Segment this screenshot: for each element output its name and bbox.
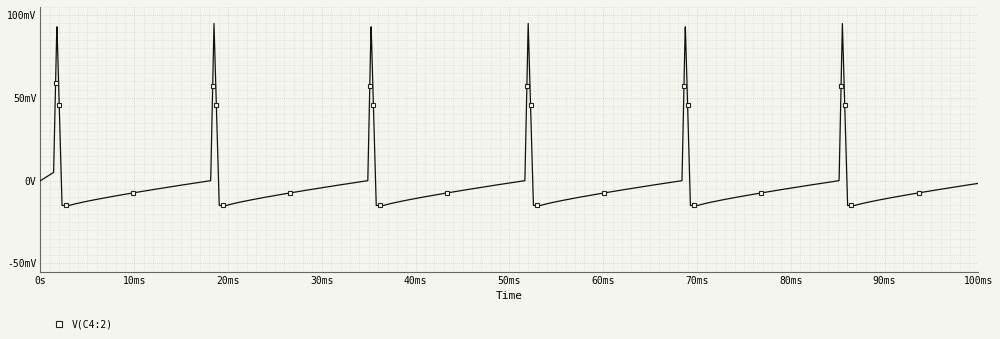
X-axis label: Time: Time: [496, 292, 523, 301]
Legend: V(C4:2): V(C4:2): [45, 315, 117, 333]
